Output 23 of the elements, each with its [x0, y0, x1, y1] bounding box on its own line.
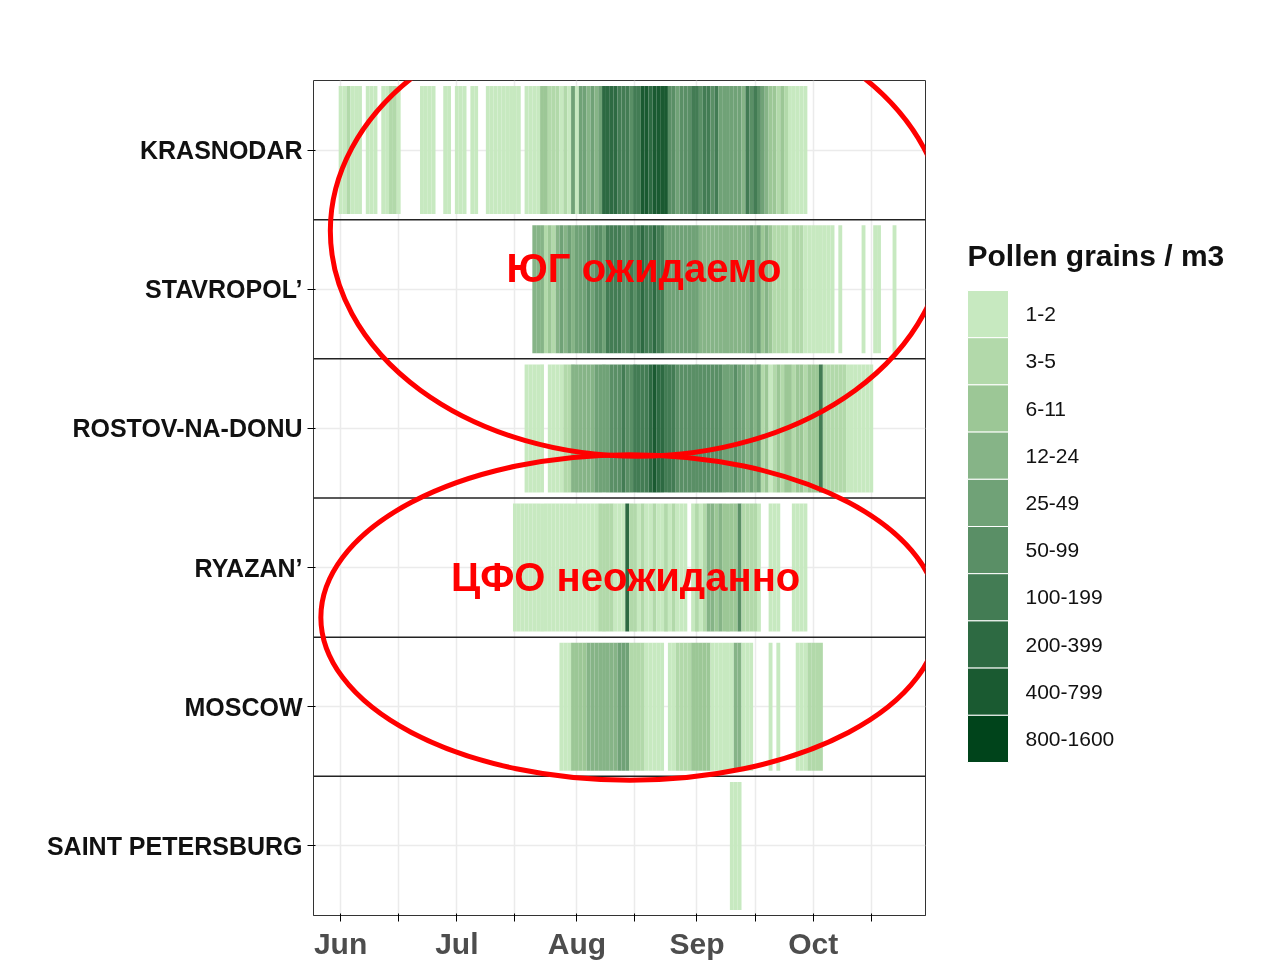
x-tick-label: Sep: [669, 926, 725, 960]
y-tick-label: RYAZAN’: [194, 553, 303, 582]
color-bar-label: 1-2: [1025, 302, 1056, 326]
color-bar-label: 6-11: [1025, 396, 1066, 420]
y-tick-label: ROSTOV-NA-DONU: [72, 414, 303, 443]
y-tick-label: SAINT PETERSBURG: [46, 831, 303, 860]
y-tick-label: KRASNODAR: [140, 136, 303, 165]
color-bar-label: 25-49: [1025, 490, 1080, 514]
color-bar-label: 400-799: [1025, 679, 1103, 703]
x-tick-label: Oct: [788, 926, 839, 960]
y-tick-label: MOSCOW: [184, 692, 303, 721]
y-tick-label: STAVROPOL’: [145, 275, 303, 304]
x-tick-label: Jun: [313, 926, 368, 960]
color-bar-label: 800-1600: [1025, 726, 1115, 750]
x-tick-label: Aug: [547, 926, 607, 960]
annotation: ЮГ ожидаемо: [506, 246, 782, 291]
color-bar-label: 12-24: [1025, 443, 1080, 467]
color-bar-label: 200-399: [1025, 632, 1103, 656]
x-tick-label: Jul: [435, 926, 479, 960]
color-bar-title: Pollen grains / m3: [967, 239, 1225, 272]
color-bar-label: 50-99: [1025, 538, 1080, 562]
color-bar-label: 3-5: [1025, 349, 1056, 373]
color-bar-label: 100-199: [1025, 585, 1103, 609]
